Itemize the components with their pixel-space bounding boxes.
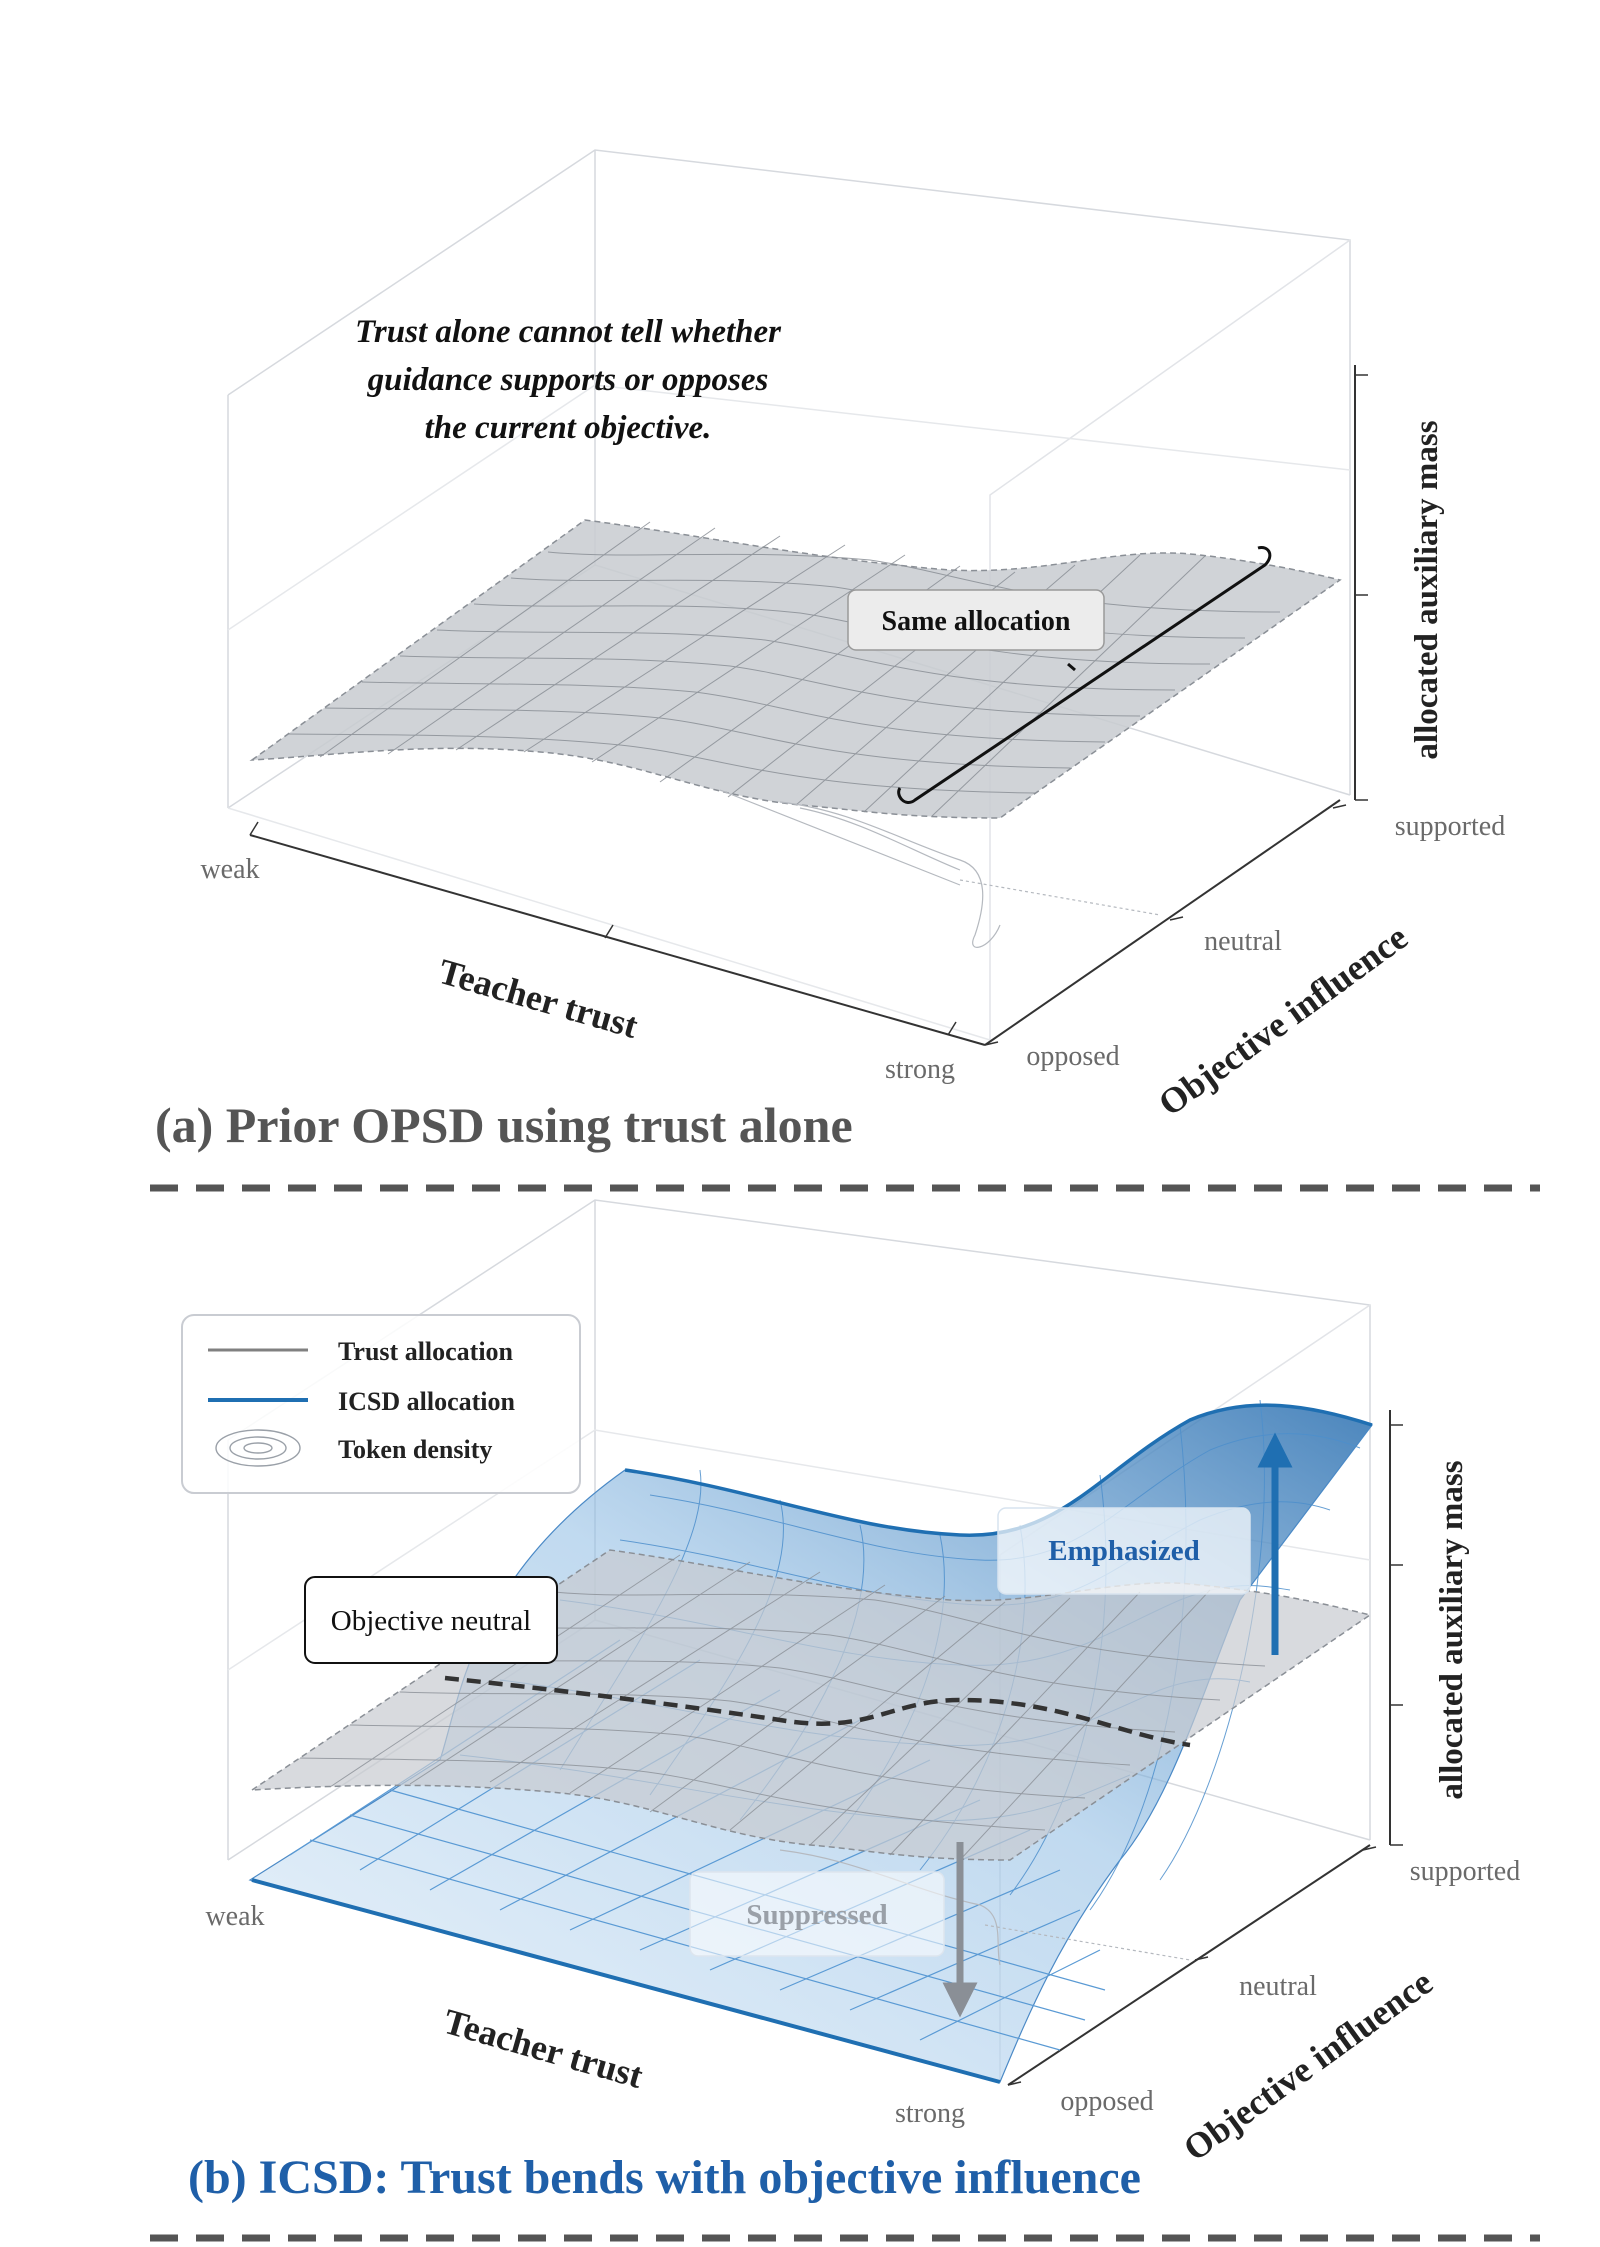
y-tick-supported: supported xyxy=(1395,811,1505,842)
y-tick-neutral: neutral xyxy=(1204,926,1282,957)
panel-a-callout: Same allocation xyxy=(847,589,1105,651)
y-axis-label: Objective influence xyxy=(1151,917,1415,1124)
legend-icsd-label: ICSD allocation xyxy=(338,1387,516,1416)
svg-text:Emphasized: Emphasized xyxy=(1048,1535,1199,1567)
legend-density-label: Token density xyxy=(338,1435,492,1464)
y-tick-supported: supported xyxy=(1410,1856,1520,1887)
panel-a-annotation: Trust alone cannot tell whether guidance… xyxy=(355,314,782,446)
panel-a-bracket xyxy=(897,545,1272,804)
z-axis-label: allocated auxiliary mass xyxy=(1409,420,1445,759)
x-tick-weak: weak xyxy=(200,854,259,885)
panel-b: Trust allocation ICSD allocation Token d… xyxy=(181,1199,1520,2204)
x-tick-strong: strong xyxy=(885,1054,955,1085)
x-axis-label: Teacher trust xyxy=(439,2001,647,2096)
y-tick-opposed: opposed xyxy=(1060,2086,1153,2117)
x-tick-weak: weak xyxy=(205,1901,264,1932)
y-tick-neutral: neutral xyxy=(1239,1971,1317,2002)
annotation-line-1: Trust alone cannot tell whether xyxy=(355,314,782,350)
z-axis-label: allocated auxiliary mass xyxy=(1434,1460,1470,1799)
panel-b-token-density xyxy=(779,1849,1191,1966)
token-density-icon xyxy=(215,1429,301,1467)
callout-suppressed: Suppressed xyxy=(689,1871,945,1957)
panel-a-title: (a) Prior OPSD using trust alone xyxy=(155,1097,853,1153)
x-tick-strong: strong xyxy=(895,2098,965,2129)
panel-b-title: (b) ICSD: Trust bends with objective inf… xyxy=(188,2151,1141,2204)
svg-text:Suppressed: Suppressed xyxy=(746,1899,887,1931)
y-tick-opposed: opposed xyxy=(1026,1041,1119,1072)
panel-a-token-density xyxy=(719,789,1161,948)
svg-text:Objective neutral: Objective neutral xyxy=(331,1605,532,1637)
x-axis-label: Teacher trust xyxy=(434,951,642,1046)
callout-same-allocation: Same allocation xyxy=(882,606,1071,637)
legend-trust-label: Trust allocation xyxy=(338,1337,514,1366)
callout-objective-neutral: Objective neutral xyxy=(304,1576,558,1664)
objective-neutral-curve xyxy=(444,1675,1191,1748)
panel-a: Same allocation Trust alone cannot tell … xyxy=(155,149,1505,1153)
legend: Trust allocation ICSD allocation Token d… xyxy=(181,1314,581,1494)
annotation-line-2: guidance supports or opposes xyxy=(367,362,769,398)
panel-a-axes xyxy=(249,365,1368,1046)
annotation-line-3: the current objective. xyxy=(425,410,712,446)
panel-a-trust-surface xyxy=(249,519,1342,819)
panel-b-axes xyxy=(1007,1410,1403,2086)
callout-emphasized: Emphasized xyxy=(997,1507,1251,1595)
